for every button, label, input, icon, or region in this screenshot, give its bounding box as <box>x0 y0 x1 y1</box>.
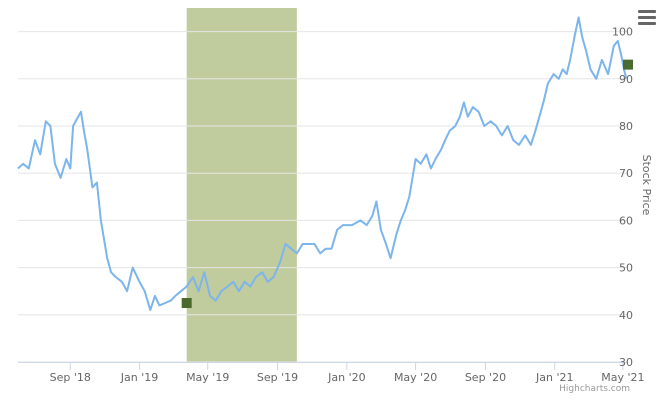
y-axis: 30 40 50 60 70 80 90 100 <box>612 26 633 369</box>
x-tick-label: Sep '18 <box>50 371 91 384</box>
x-tick-label: May '21 <box>601 371 644 384</box>
y-grid-lines <box>18 31 628 363</box>
highlight-plot-band <box>186 8 297 362</box>
x-tick-label: Jan '20 <box>327 371 365 384</box>
x-tick-label: Jan '19 <box>120 371 158 384</box>
y-tick-label: 50 <box>619 262 633 275</box>
stock-price-line <box>17 16 628 312</box>
y-axis-title: Stock Price <box>640 155 653 216</box>
x-axis: Sep '18 Jan '19 May '19 Sep '19 Jan '20 May '… <box>18 362 645 384</box>
x-tick-label: Sep '20 <box>465 371 506 384</box>
y-tick-label: 80 <box>619 120 633 133</box>
y-tick-label: 100 <box>612 26 633 39</box>
y-tick-label: 70 <box>619 167 633 180</box>
plot-bands <box>186 8 297 362</box>
series-group <box>17 16 628 312</box>
markers-group <box>181 59 633 308</box>
x-tick-label: Jan '21 <box>535 371 573 384</box>
y-tick-label: 90 <box>619 73 633 86</box>
event-marker <box>181 298 192 308</box>
y-tick-label: 40 <box>619 309 633 322</box>
y-tick-label: 60 <box>619 214 633 227</box>
x-tick-label: Sep '19 <box>257 371 298 384</box>
x-tick-label: May '20 <box>394 371 437 384</box>
event-marker <box>623 59 633 70</box>
y-tick-label: 30 <box>619 356 633 369</box>
x-tick-label: May '19 <box>186 371 229 384</box>
credits-link[interactable]: Highcharts.com <box>559 384 630 394</box>
hamburger-menu-icon[interactable] <box>638 10 656 26</box>
